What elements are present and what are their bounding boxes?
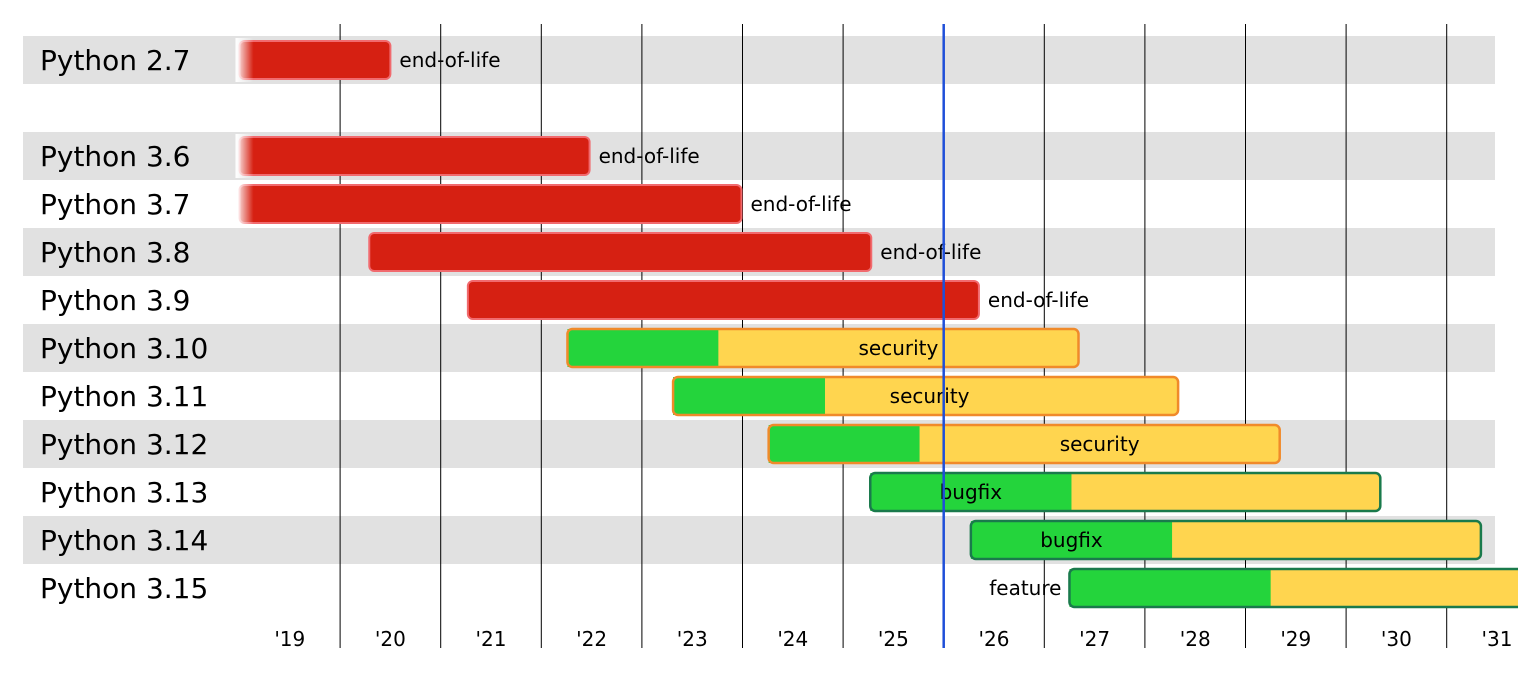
status-label: feature [989, 576, 1061, 600]
bar-fade [235, 182, 254, 226]
x-tick-label: '22 [576, 627, 607, 651]
row-label: Python 3.6 [40, 140, 191, 173]
x-tick-label: '28 [1180, 627, 1211, 651]
row-label: Python 3.12 [40, 428, 208, 461]
bugfix-segment [673, 377, 825, 415]
release-bar-group [235, 134, 591, 178]
eol-bar [238, 40, 392, 80]
x-tick-label: '21 [476, 627, 507, 651]
eol-bar [466, 280, 980, 320]
row-label: Python 3.14 [40, 524, 208, 557]
status-label: end-of-life [880, 240, 981, 264]
release-bars: end-of-life end-of-life end-of-life end-of-… [235, 38, 1518, 609]
bar-outline [671, 375, 1180, 417]
status-label: end-of-life [988, 288, 1089, 312]
bar-outline [566, 327, 1080, 369]
release-bar-group [235, 38, 392, 82]
release-bar-group [671, 375, 1180, 417]
x-tick-label: '20 [375, 627, 406, 651]
x-tick-label: '24 [777, 627, 808, 651]
row-label: Python 2.7 [40, 44, 191, 77]
x-tick-label: '29 [1280, 627, 1311, 651]
status-label: bugfix [1040, 528, 1103, 552]
row-label: Python 3.15 [40, 572, 208, 605]
release-bar-group [1068, 567, 1518, 609]
row-label: Python 3.13 [40, 476, 208, 509]
x-axis-ticks: '19 '20 '21 '22 '23 '24 '25 '26 '27 '28 '29 '30 '31 [274, 627, 1512, 651]
status-label: security [1060, 432, 1140, 456]
x-tick-label: '30 [1381, 627, 1412, 651]
x-tick-label: '25 [878, 627, 909, 651]
bugfix-segment [768, 425, 920, 463]
release-bar-group [566, 327, 1080, 369]
bugfix-segment [870, 473, 1072, 511]
release-bar-group [969, 519, 1483, 561]
row-label: Python 3.10 [40, 332, 208, 365]
bugfix-segment [970, 521, 1173, 559]
bar-outline [767, 423, 1281, 465]
x-tick-label: '27 [1079, 627, 1110, 651]
status-label: end-of-life [599, 144, 700, 168]
row-label: Python 3.11 [40, 380, 208, 413]
status-label: security [859, 336, 939, 360]
release-bar-group [466, 280, 980, 320]
release-bar-group [368, 232, 873, 272]
bugfix-segment [567, 329, 719, 367]
release-bar-group [767, 423, 1281, 465]
status-label: end-of-life [399, 48, 500, 72]
status-label: end-of-life [750, 192, 851, 216]
x-tick-label: '19 [274, 627, 305, 651]
release-bar-group [869, 471, 1382, 513]
status-label: security [890, 384, 970, 408]
eol-bar [238, 184, 743, 224]
bar-outline [869, 471, 1382, 513]
status-label: bugfix [940, 480, 1003, 504]
row-label: Python 3.8 [40, 236, 191, 269]
bar-outline [1068, 567, 1518, 609]
bar-outline [969, 519, 1483, 561]
eol-bar [368, 232, 873, 272]
x-tick-label: '23 [677, 627, 708, 651]
release-bar-group [235, 182, 743, 226]
bar-fade [235, 134, 254, 178]
x-tick-label: '31 [1482, 627, 1513, 651]
row-label: Python 3.7 [40, 188, 191, 221]
row-label: Python 3.9 [40, 284, 191, 317]
eol-bar [238, 136, 591, 176]
x-tick-label: '26 [979, 627, 1010, 651]
bugfix-segment [1069, 569, 1271, 607]
bar-fade [235, 38, 254, 82]
row-labels: Python 2.7 Python 3.6 Python 3.7 Python 3.8… [40, 44, 208, 605]
